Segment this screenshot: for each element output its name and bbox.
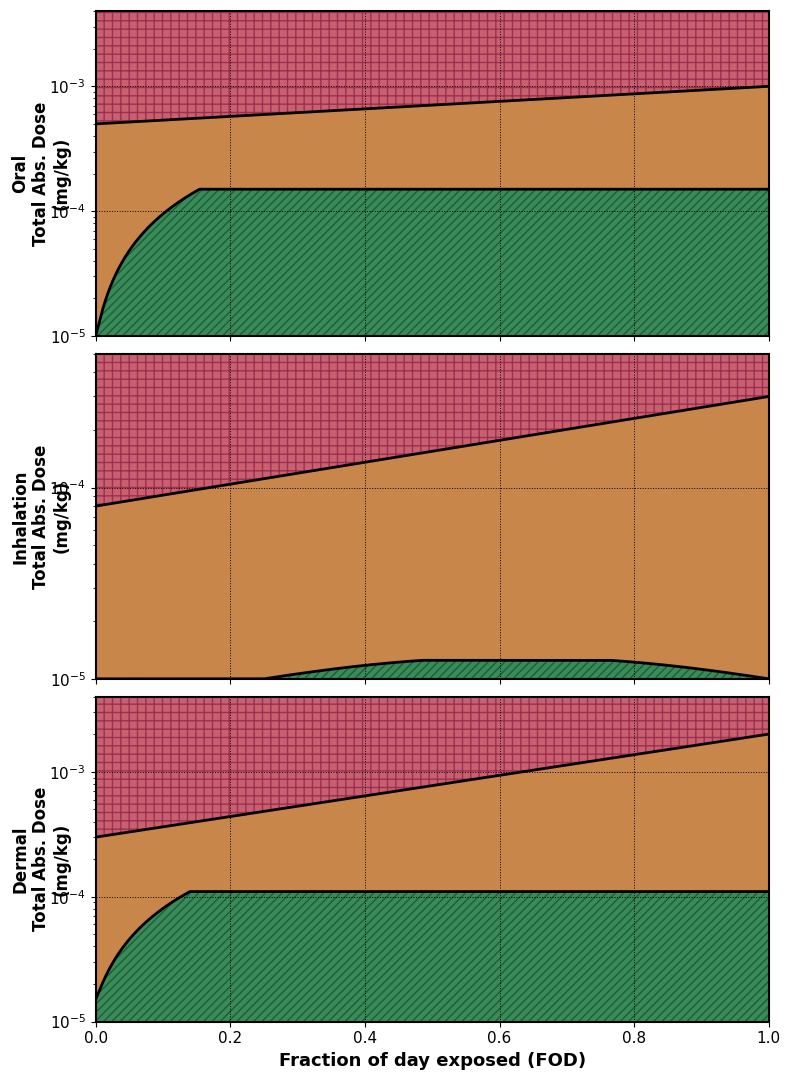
Y-axis label: Inhalation
Total Abs. Dose
(mg/kg): Inhalation Total Abs. Dose (mg/kg) [11,444,70,588]
Y-axis label: Oral
Total Abs. Dose
(mg/kg): Oral Total Abs. Dose (mg/kg) [11,102,70,245]
X-axis label: Fraction of day exposed (FOD): Fraction of day exposed (FOD) [279,1052,586,1070]
Y-axis label: Dermal
Total Abs. Dose
(mg/kg): Dermal Total Abs. Dose (mg/kg) [11,787,70,932]
